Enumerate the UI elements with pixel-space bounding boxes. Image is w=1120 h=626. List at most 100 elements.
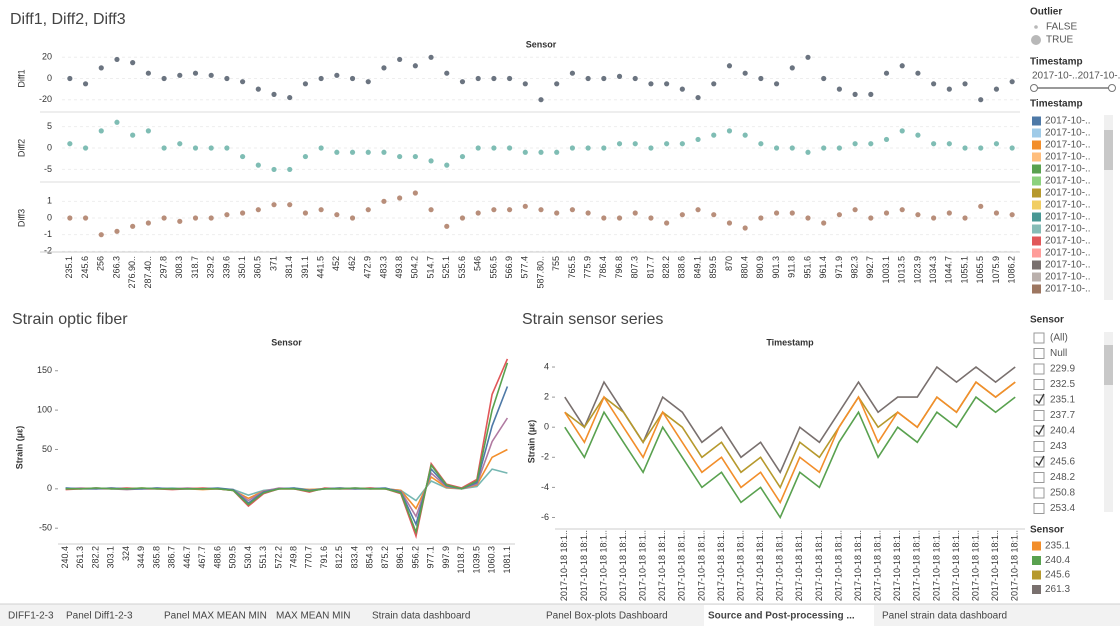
data-dot: [302, 81, 309, 87]
timestamp-legend-item: 2017-10-..: [1045, 140, 1091, 151]
slider-handle[interactable]: [1108, 84, 1116, 92]
legend-scrollbar[interactable]: [1104, 115, 1113, 300]
filter-item[interactable]: 229.9: [1050, 364, 1075, 375]
filter-item[interactable]: 250.8: [1050, 488, 1075, 499]
timestamp-legend-item: 2017-10-..: [1045, 272, 1091, 283]
filter-item[interactable]: 248.2: [1050, 472, 1075, 483]
data-dot: [711, 81, 717, 87]
sensor-legend-item: 261.3: [1045, 584, 1070, 595]
filter-item[interactable]: 243: [1050, 441, 1067, 452]
filter-item[interactable]: 235.1: [1050, 395, 1075, 406]
x-tick-label: 467.7: [197, 546, 207, 569]
data-dot: [931, 81, 937, 87]
filter-checkbox[interactable]: [1033, 332, 1045, 344]
filter-checkmark: [1035, 455, 1045, 467]
data-dot: [821, 75, 827, 82]
x-tick-label: 2017-10-18 18:1..: [931, 530, 941, 601]
x-tick-label: 1039.5: [471, 546, 481, 574]
x-tick-label: 870: [724, 256, 734, 271]
x-tick-label: 261.3: [75, 546, 85, 569]
data-dot: [318, 145, 324, 151]
filter-item[interactable]: 232.5: [1050, 379, 1075, 390]
data-dot: [491, 75, 497, 82]
timestamp-legend-item: 2017-10-..: [1045, 176, 1091, 187]
data-dot: [554, 81, 560, 87]
tab[interactable]: [160, 605, 268, 626]
x-tick-label: 276.90..: [127, 256, 137, 289]
data-dot: [836, 145, 842, 151]
data-dot: [177, 218, 183, 224]
tab-label[interactable]: Strain data dashboard: [372, 611, 470, 622]
filter-item[interactable]: 245.6: [1050, 457, 1075, 468]
legend-scroll-thumb[interactable]: [1104, 130, 1113, 170]
x-tick-label: 546: [473, 256, 483, 271]
filter-item[interactable]: (All): [1050, 333, 1068, 344]
tab[interactable]: [272, 605, 364, 626]
filter-checkbox[interactable]: [1033, 425, 1045, 437]
data-dot: [459, 153, 466, 160]
legend-swatch: [1032, 284, 1041, 294]
tab-label[interactable]: Panel Box-plots Dashboard: [546, 611, 668, 622]
filter-checkbox[interactable]: [1033, 441, 1045, 452]
x-tick-label: 391.1: [300, 256, 310, 279]
x-tick-label: 956.2: [410, 546, 420, 569]
tab[interactable]: [878, 605, 1038, 626]
filter-checkbox[interactable]: [1033, 456, 1045, 468]
x-tick-label: 2017-10-18 18:1..: [951, 530, 961, 601]
filter-checkbox[interactable]: [1033, 472, 1045, 483]
tab[interactable]: [542, 605, 700, 626]
filter-scrollbar[interactable]: [1104, 332, 1113, 512]
tab-label[interactable]: Panel MAX MEAN MIN: [164, 611, 267, 622]
x-tick-label: 1023.9: [912, 256, 922, 284]
x-tick-label: 755: [551, 256, 561, 271]
x-tick-label: 266.3: [111, 256, 121, 279]
data-dot: [428, 158, 434, 164]
tab-label[interactable]: Panel Diff1-2-3: [66, 611, 133, 622]
filter-checkbox[interactable]: [1033, 394, 1045, 406]
filter-checkbox[interactable]: [1033, 503, 1045, 514]
x-tick-label: 287.40..: [143, 256, 153, 289]
y-tick-label: 150: [37, 365, 52, 375]
y-tick-label: 0: [47, 212, 52, 222]
x-tick-label: 2017-10-18 18:1..: [814, 530, 824, 601]
tab-label[interactable]: MAX MEAN MIN: [276, 611, 350, 622]
x-tick-label: 2017-10-18 18:1..: [794, 530, 804, 601]
tab[interactable]: [368, 605, 538, 626]
data-dot: [664, 81, 670, 87]
filter-checkbox[interactable]: [1033, 348, 1045, 359]
filter-checkbox[interactable]: [1033, 487, 1045, 499]
tab-label[interactable]: DIFF1-2-3: [8, 611, 54, 622]
data-dot: [522, 81, 528, 87]
filter-checkbox[interactable]: [1033, 363, 1045, 375]
data-dot: [412, 190, 418, 196]
x-tick-label: 446.7: [182, 546, 192, 569]
data-dot: [632, 210, 638, 216]
tab-label[interactable]: Source and Post-processing ...: [708, 611, 855, 622]
filter-item[interactable]: 237.7: [1050, 410, 1075, 421]
filter-scroll-thumb[interactable]: [1104, 345, 1113, 385]
x-tick-label: 1034.3: [928, 256, 938, 284]
slider-title: Timestamp: [1030, 57, 1083, 68]
data-dot: [287, 166, 293, 173]
legend-swatch: [1032, 164, 1041, 174]
tab[interactable]: [4, 605, 58, 626]
filter-item[interactable]: 253.4: [1050, 503, 1075, 514]
slider-handle[interactable]: [1030, 84, 1038, 92]
filter-item[interactable]: Null: [1050, 348, 1067, 359]
data-dot: [978, 97, 984, 103]
filter-checkbox[interactable]: [1033, 410, 1045, 421]
tab[interactable]: [704, 605, 874, 626]
data-dot: [679, 141, 685, 147]
x-tick-label: 483.3: [378, 256, 388, 279]
filter-checkbox[interactable]: [1033, 379, 1045, 390]
x-tick-label: 2017-10-18 18:1..: [892, 530, 902, 601]
x-tick-label: 1081.1: [502, 546, 512, 574]
tab-label[interactable]: Panel strain data dashboard: [882, 611, 1007, 622]
filter-item[interactable]: 240.4: [1050, 426, 1075, 437]
x-tick-label: 556.5: [488, 256, 498, 279]
tab[interactable]: [62, 605, 156, 626]
legend-swatch: [1032, 116, 1041, 126]
x-tick-label: 977.1: [426, 546, 436, 569]
x-tick-label: 2017-10-18 18:1..: [1010, 530, 1020, 601]
x-tick-label: 245.6: [80, 256, 90, 279]
